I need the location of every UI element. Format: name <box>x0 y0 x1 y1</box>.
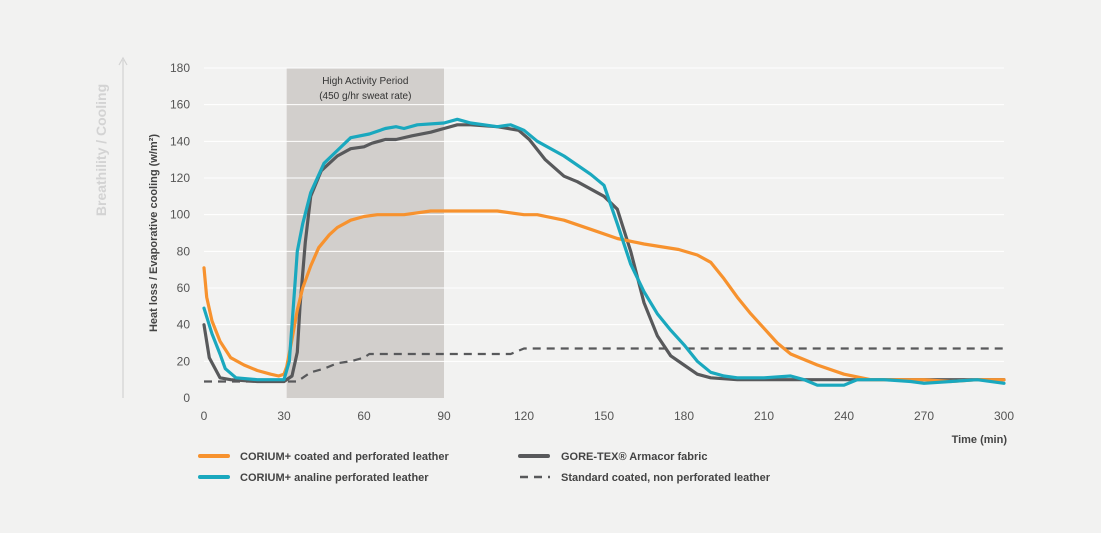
y-tick-label: 80 <box>177 244 191 258</box>
grid <box>204 67 1004 362</box>
legend-item-dashed: Standard coated, non perforated leather <box>520 472 771 484</box>
high-activity-shade <box>286 68 444 398</box>
x-tick-label: 0 <box>201 409 208 423</box>
side-title: Breathility / Cooling <box>93 84 109 216</box>
x-axis-title: Time (min) <box>952 434 1008 446</box>
high-activity-region: High Activity Period (450 g/hr sweat rat… <box>286 68 444 398</box>
x-tick-label: 210 <box>754 409 774 423</box>
legend: CORIUM+ coated and perforated leather CO… <box>198 451 771 484</box>
x-tick-label: 120 <box>514 409 534 423</box>
x-tick-label: 300 <box>994 409 1014 423</box>
y-tick-label: 40 <box>177 318 191 332</box>
x-tick-label: 30 <box>277 409 291 423</box>
x-tick-label: 180 <box>674 409 694 423</box>
x-tick-label: 60 <box>357 409 371 423</box>
side-arrow-head-icon <box>118 56 128 66</box>
y-axis-title: Heat loss / Evaporative cooling (w/m²) <box>148 134 160 332</box>
y-tick-labels: 0 20 40 60 80 100 120 140 160 180 <box>170 61 190 405</box>
x-tick-label: 240 <box>834 409 854 423</box>
y-tick-label: 160 <box>170 98 190 112</box>
legend-label-dashed: Standard coated, non perforated leather <box>561 472 771 484</box>
y-tick-label: 60 <box>177 281 191 295</box>
series-line-dark <box>202 123 1006 384</box>
sweat-rate-label: (450 g/hr sweat rate) <box>319 91 411 102</box>
series-line-orange <box>202 209 1006 384</box>
y-tick-label: 140 <box>170 134 190 148</box>
y-tick-label: 120 <box>170 171 190 185</box>
x-tick-label: 90 <box>437 409 451 423</box>
legend-item-teal: CORIUM+ analine perforated leather <box>198 472 429 484</box>
x-tick-label: 150 <box>594 409 614 423</box>
legend-item-orange: CORIUM+ coated and perforated leather <box>198 451 449 463</box>
y-tick-label: 100 <box>170 208 190 222</box>
breathability-indicator: Breathility / Cooling <box>93 56 128 398</box>
legend-label-dark: GORE-TEX® Armacor fabric <box>561 451 707 463</box>
series-lines <box>202 117 1006 387</box>
y-tick-label: 180 <box>170 61 190 75</box>
legend-item-dark: GORE-TEX® Armacor fabric <box>518 451 707 463</box>
series-line-teal <box>202 117 1006 387</box>
series-line-dashed <box>204 347 1004 383</box>
high-activity-label: High Activity Period <box>322 76 408 87</box>
y-tick-label: 20 <box>177 354 191 368</box>
x-tick-label: 270 <box>914 409 934 423</box>
x-tick-labels: 0 30 60 90 120 150 180 210 240 270 300 <box>201 409 1015 423</box>
y-tick-label: 0 <box>183 391 190 405</box>
legend-label-teal: CORIUM+ analine perforated leather <box>240 472 429 484</box>
legend-label-orange: CORIUM+ coated and perforated leather <box>240 451 449 463</box>
